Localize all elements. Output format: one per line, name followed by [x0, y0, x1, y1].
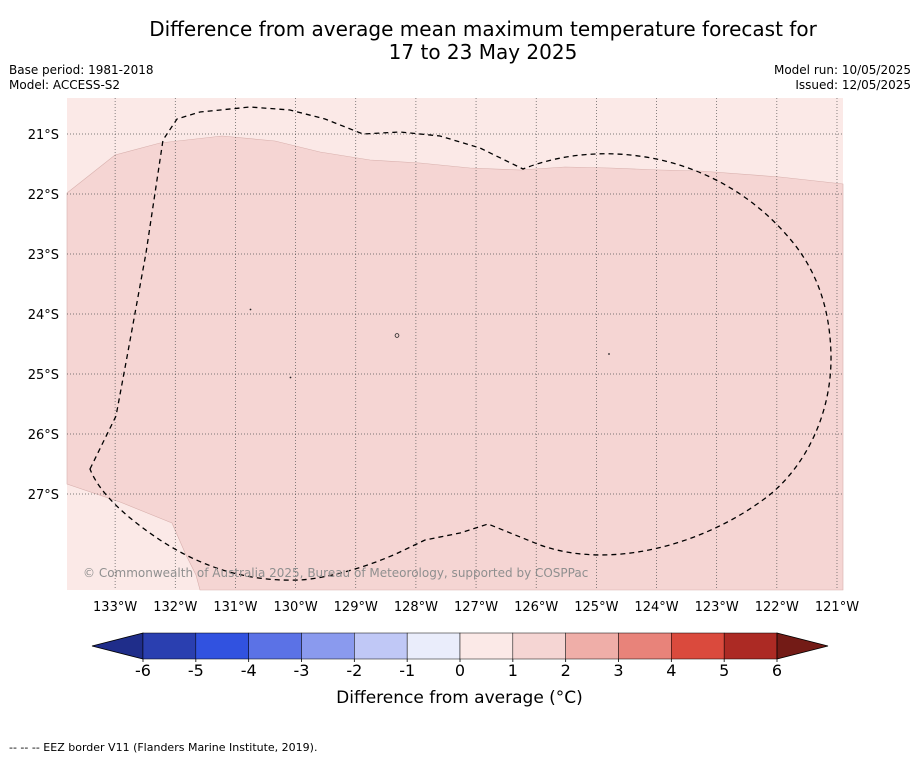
- colorbar-segment: [512, 632, 566, 660]
- colorbar-tick-label: -6: [135, 661, 151, 680]
- longitude-tick-label: 126°W: [514, 600, 558, 615]
- longitude-tick-label: 127°W: [454, 600, 498, 615]
- latitude-tick-label: 21°S: [28, 128, 59, 143]
- longitude-tick-label: 130°W: [274, 600, 318, 615]
- longitude-tick-label: 123°W: [695, 600, 739, 615]
- islet: [289, 376, 292, 379]
- latitude-tick-label: 22°S: [28, 188, 59, 203]
- colorbar: [91, 632, 829, 660]
- longitude-labels: 133°W 132°W 131°W 130°W 129°W 128°W 127°W 126°W…: [93, 600, 859, 615]
- colorbar-tick-label: -5: [188, 661, 204, 680]
- colorbar-segment: [354, 632, 408, 660]
- meta-right: Model run: 10/05/2025 Issued: 12/05/2025: [774, 63, 911, 93]
- eez-border: [89, 106, 832, 581]
- colorbar-segment: [459, 632, 514, 660]
- colorbar-segment: [671, 632, 725, 660]
- colorbar-tick-label: -1: [399, 661, 415, 680]
- islet-markers: [249, 308, 610, 379]
- colorbar-tick-label: -2: [346, 661, 362, 680]
- colorbar-extend-high: [776, 632, 829, 660]
- graticule: [67, 98, 843, 590]
- colorbar-segment: [618, 632, 672, 660]
- colorbar-segment: [723, 632, 778, 660]
- longitude-tick-label: 124°W: [634, 600, 678, 615]
- colorbar-tick-label: 6: [772, 661, 782, 680]
- colorbar-tick-label: 0: [455, 661, 465, 680]
- latitude-tick-label: 25°S: [28, 368, 59, 383]
- islet: [249, 308, 252, 311]
- islet: [394, 333, 400, 338]
- longitude-tick-label: 125°W: [574, 600, 618, 615]
- map-title: Difference from average mean maximum tem…: [0, 18, 919, 64]
- eez-footnote: -- -- -- EEZ border V11 (Flanders Marine…: [9, 741, 318, 754]
- latitude-labels: 21°S 22°S 23°S 24°S 25°S 26°S 27°S: [28, 128, 59, 503]
- colorbar-tick-label: -3: [294, 661, 310, 680]
- colorbar-segment: [565, 632, 619, 660]
- longitude-tick-label: 129°W: [334, 600, 378, 615]
- colorbar-segment: [406, 632, 461, 660]
- colorbar-tick-label: 5: [719, 661, 729, 680]
- model-name: Model: ACCESS-S2: [9, 78, 121, 92]
- islet: [608, 353, 610, 355]
- colorbar-tick-label: 2: [561, 661, 571, 680]
- latitude-tick-label: 23°S: [28, 248, 59, 263]
- colorbar-tick-label: -4: [241, 661, 257, 680]
- copyright-text: © Commonwealth of Australia 2025, Bureau…: [83, 566, 588, 580]
- colorbar-segment: [248, 632, 302, 660]
- longitude-tick-label: 128°W: [394, 600, 438, 615]
- issued-date: Issued: 12/05/2025: [795, 78, 911, 92]
- colorbar-tick-labels: -6 -5 -4 -3 -2 -1 0 1 2 3 4 5 6: [135, 659, 782, 680]
- title-line-2: 17 to 23 May 2025: [388, 40, 578, 64]
- model-run: Model run: 10/05/2025: [773, 63, 911, 77]
- band-1-2-region: [66, 135, 844, 591]
- colorbar-tick-label: 4: [666, 661, 676, 680]
- longitude-tick-label: 131°W: [213, 600, 257, 615]
- colorbar-extend-low: [91, 632, 144, 660]
- base-period: Base period: 1981-2018: [9, 63, 154, 77]
- map-panel: © Commonwealth of Australia 2025, Bureau…: [66, 98, 844, 591]
- colorbar-tick-label: 1: [508, 661, 518, 680]
- latitude-tick-label: 24°S: [28, 308, 59, 323]
- longitude-tick-label: 121°W: [815, 600, 859, 615]
- colorbar-segment: [195, 632, 249, 660]
- colorbar-segment: [142, 632, 197, 660]
- longitude-tick-label: 133°W: [93, 600, 137, 615]
- latitude-tick-label: 27°S: [28, 488, 59, 503]
- title-line-1: Difference from average mean maximum tem…: [149, 17, 817, 41]
- colorbar-tick-label: 3: [613, 661, 623, 680]
- longitude-tick-label: 122°W: [755, 600, 799, 615]
- longitude-tick-label: 132°W: [153, 600, 197, 615]
- colorbar-label: Difference from average (°C): [336, 688, 583, 708]
- colorbar-segment: [301, 632, 355, 660]
- meta-left: Base period: 1981-2018 Model: ACCESS-S2: [9, 63, 154, 93]
- latitude-tick-label: 26°S: [28, 428, 59, 443]
